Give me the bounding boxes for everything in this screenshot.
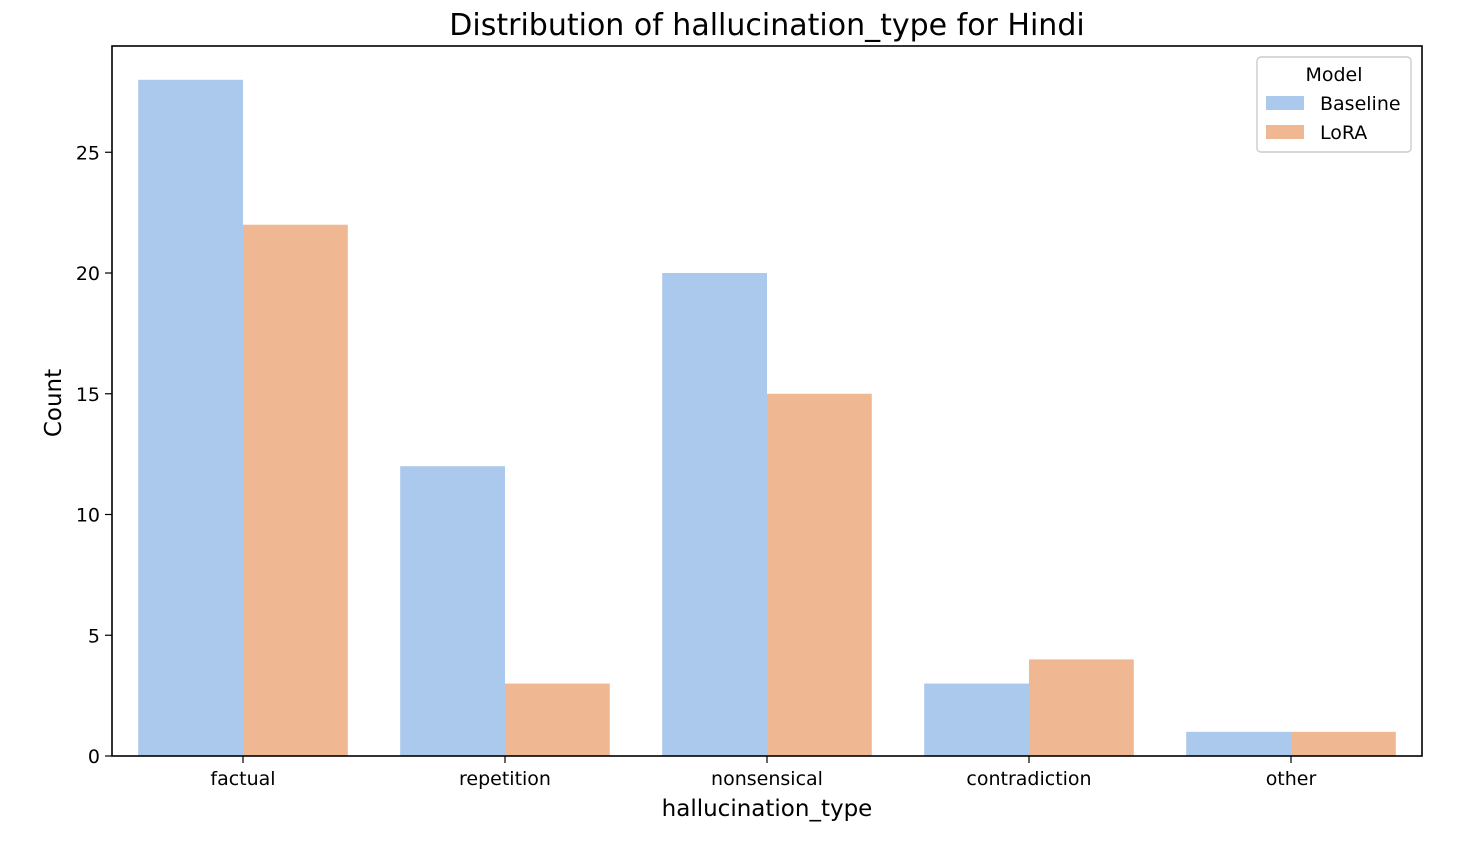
bar-baseline-factual	[138, 79, 243, 757]
bar-baseline-other	[1186, 731, 1291, 756]
y-ticks-layer: 0 5 10 15 20 25	[76, 142, 112, 768]
bar-lora-repetition	[505, 683, 610, 756]
y-tick-label-25: 25	[76, 142, 100, 164]
legend-label-lora: LoRA	[1320, 122, 1367, 144]
legend-label-baseline: Baseline	[1320, 93, 1401, 115]
x-tick-label-contradiction: contradiction	[966, 768, 1091, 790]
x-tick-label-nonsensical: nonsensical	[711, 768, 823, 790]
chart-title: Distribution of hallucination_type for H…	[449, 8, 1084, 43]
y-tick-label-10: 10	[76, 505, 100, 527]
y-axis-label: Count	[41, 369, 67, 437]
y-tick-label-15: 15	[76, 384, 100, 406]
bars-layer	[138, 79, 1396, 757]
bar-lora-contradiction	[1029, 659, 1134, 756]
plot-frame	[111, 45, 1423, 757]
y-tick-label-20: 20	[76, 263, 100, 285]
bar-baseline-nonsensical	[662, 273, 767, 756]
x-ticks-layer: factual repetition nonsensical contradictio…	[210, 756, 1316, 790]
bar-lora-factual	[243, 224, 348, 756]
x-tick-label-repetition: repetition	[459, 768, 551, 790]
x-tick-label-other: other	[1266, 768, 1317, 790]
legend-title: Model	[1305, 64, 1362, 86]
legend: Model Baseline LoRA	[1256, 56, 1412, 153]
y-tick-label-5: 5	[88, 625, 100, 647]
legend-swatch-lora	[1266, 125, 1304, 139]
y-tick-label-0: 0	[88, 746, 100, 768]
bar-lora-nonsensical	[767, 393, 872, 756]
legend-swatch-baseline	[1266, 96, 1304, 110]
x-tick-label-factual: factual	[210, 768, 275, 790]
x-axis-label: hallucination_type	[662, 796, 873, 822]
bar-baseline-repetition	[400, 466, 505, 756]
bar-lora-other	[1291, 731, 1396, 756]
bar-baseline-contradiction	[924, 683, 1029, 756]
